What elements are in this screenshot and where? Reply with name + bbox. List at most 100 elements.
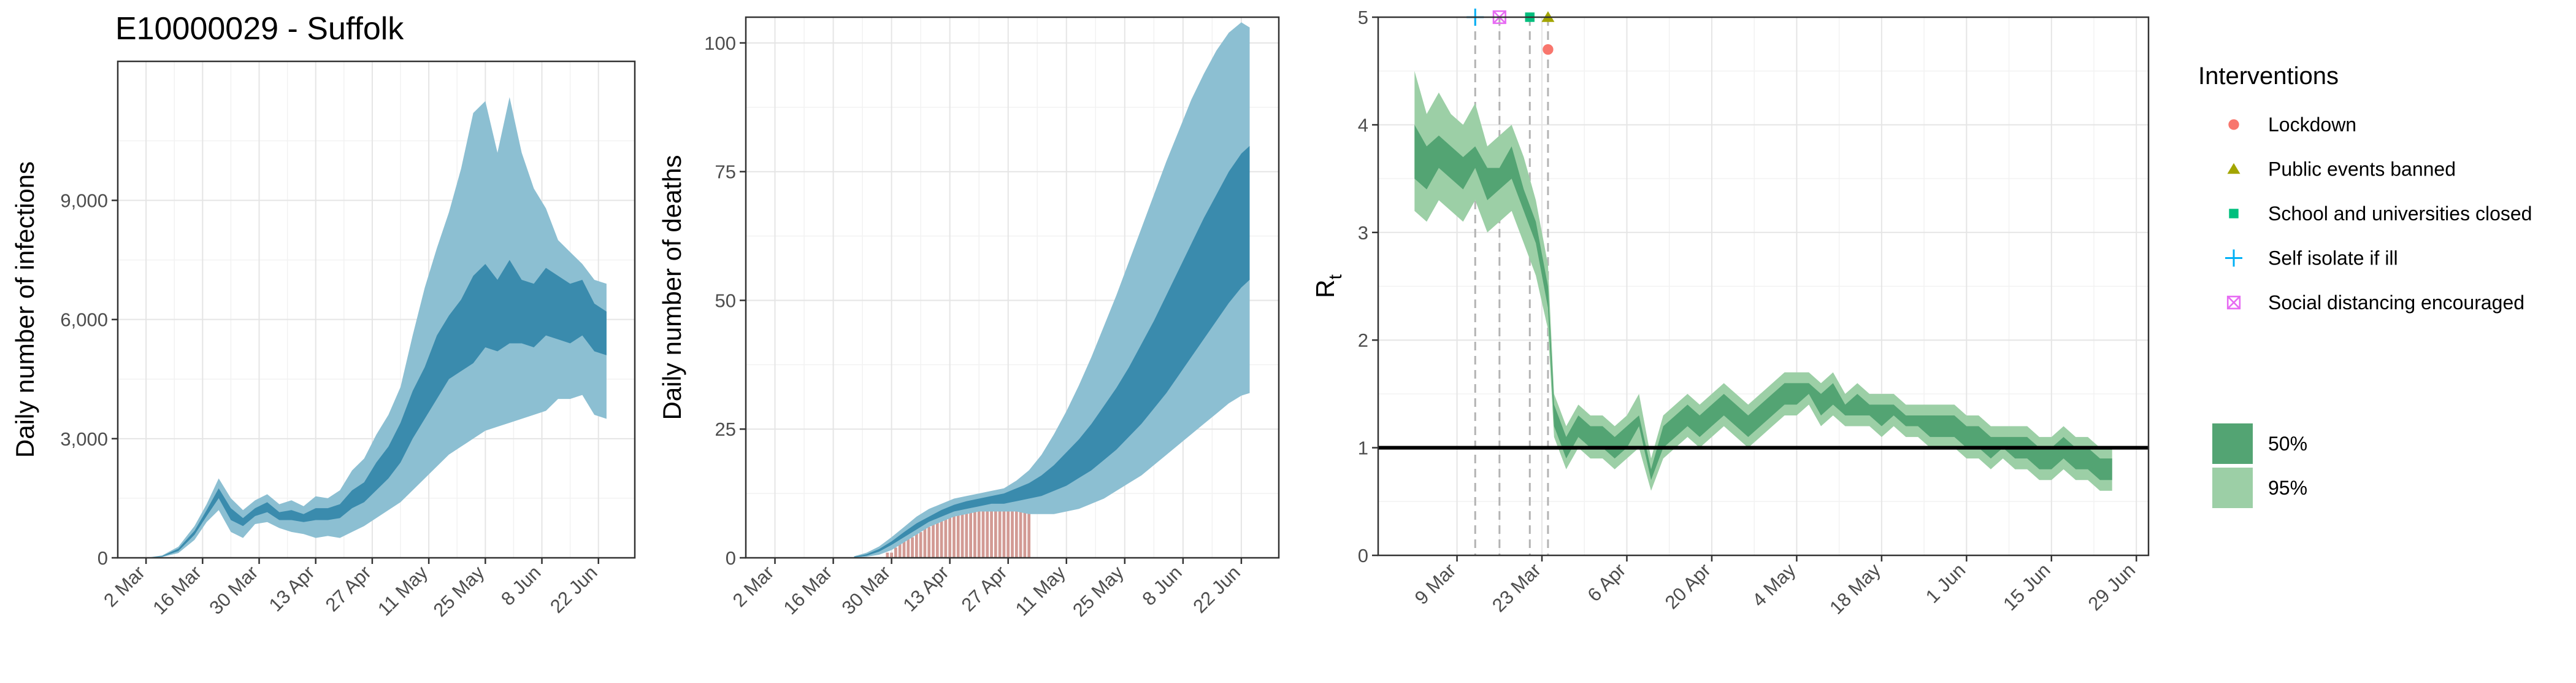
bar	[894, 547, 897, 558]
legend-key-triangle	[2227, 163, 2241, 174]
x-tick-label: 16 Mar	[780, 561, 837, 619]
bar	[907, 532, 910, 558]
legend: Interventions Lockdown Public events banne…	[2198, 63, 2532, 508]
deaths-panel: 0 25 50 75 100 2 Mar 16 Mar 30 Mar 13 Apr 27 Apr 1…	[657, 16, 1280, 621]
x-tick-label: 16 Mar	[148, 561, 205, 619]
bar	[1002, 506, 1006, 558]
legend-interval-label: 50%	[2268, 433, 2307, 455]
bar	[1023, 506, 1027, 558]
bar	[986, 511, 989, 558]
bar	[956, 511, 960, 558]
x-tick-label: 11 May	[1011, 561, 1070, 620]
bar	[898, 542, 902, 558]
y-tick-label: 9,000	[60, 190, 108, 212]
panel-border	[745, 16, 1280, 559]
x-tick-label: 30 Mar	[838, 561, 895, 619]
bar	[886, 552, 889, 558]
x-tick-label: 1 Jun	[1922, 559, 1969, 607]
x-tick-label: 25 May	[1068, 561, 1128, 621]
y-tick-label: 3	[1358, 222, 1368, 244]
bar	[977, 501, 981, 558]
x-tick-label: 29 Jun	[2084, 559, 2140, 615]
legend-item-label: School and universities closed	[2268, 203, 2532, 225]
bar	[969, 511, 972, 558]
y-axis-label-subscript: t	[1325, 274, 1346, 280]
bar	[935, 522, 939, 558]
legend-key-cross	[2225, 249, 2242, 267]
x-tick-label: 2 Mar	[729, 561, 778, 611]
x-tick-label: 23 Mar	[1488, 559, 1545, 616]
y-tick-label: 4	[1358, 114, 1368, 136]
bar	[911, 537, 914, 558]
x-tick-label: 15 Jun	[1999, 559, 2055, 615]
panel-border	[1377, 16, 2150, 557]
bar	[998, 511, 1002, 558]
x-tick-label: 27 Apr	[321, 561, 375, 615]
y-tick-label: 2	[1358, 330, 1368, 351]
y-axis-label-text: Daily number of infections	[10, 161, 39, 458]
x-tick-label: 8 Jun	[497, 561, 545, 609]
bar	[990, 501, 993, 558]
x-tick-label: 13 Apr	[265, 561, 319, 615]
y-tick-label: 25	[715, 419, 736, 440]
legend-interval-label: 95%	[2268, 477, 2307, 499]
band-50	[146, 260, 607, 558]
legend-title: Interventions	[2198, 63, 2339, 90]
x-tick-label: 22 Jun	[546, 561, 602, 617]
legend-key-square	[2229, 209, 2239, 218]
bar	[973, 506, 976, 558]
x-tick-label: 11 May	[374, 561, 432, 620]
bar	[953, 506, 956, 558]
bar	[1014, 511, 1018, 558]
x-tick-label: 13 Apr	[899, 561, 953, 615]
y-tick-label: 1	[1358, 438, 1368, 459]
y-tick-label: 0	[98, 547, 108, 569]
bar	[914, 527, 918, 558]
legend-item-label: Self isolate if ill	[2268, 247, 2398, 269]
bar	[960, 506, 964, 558]
bar	[923, 522, 927, 558]
bar	[932, 516, 935, 558]
y-tick-label: 100	[704, 33, 736, 54]
bar	[919, 532, 922, 558]
bar	[981, 506, 985, 558]
y-tick-label: 50	[715, 290, 736, 311]
x-tick-label: 27 Apr	[957, 561, 1011, 615]
rt-panel: 0 1 2 3 4 5 9 Mar 23 Mar 6 Apr 20 Apr 4 May 18 May 1…	[1311, 7, 2150, 619]
legend-key-boxx	[2226, 295, 2241, 310]
band-50	[854, 145, 1250, 558]
y-tick-label: 3,000	[60, 428, 108, 450]
legend-swatch-95pct	[2212, 468, 2253, 508]
bar	[1027, 506, 1031, 558]
band-50	[1414, 125, 2112, 480]
legend-swatch-50pct	[2212, 423, 2253, 464]
y-tick-label: 0	[726, 547, 736, 569]
y-axis-label-text: R	[1311, 280, 1340, 298]
legend-item-label: Social distancing encouraged	[2268, 291, 2524, 314]
y-axis-label: Daily number of deaths	[657, 155, 686, 420]
bar	[948, 511, 952, 558]
y-tick-label: 6,000	[60, 309, 108, 331]
panel-border	[117, 60, 636, 559]
bar	[940, 506, 943, 558]
y-tick-label: 5	[1358, 7, 1368, 28]
bar	[927, 527, 931, 558]
y-tick-label: 0	[1358, 545, 1368, 566]
x-tick-label: 2 Mar	[99, 561, 149, 611]
x-tick-label: 8 Jun	[1138, 561, 1186, 609]
bar	[965, 501, 968, 558]
bar	[994, 506, 997, 558]
x-tick-label: 22 Jun	[1189, 561, 1244, 617]
legend-key-circle	[2228, 119, 2239, 130]
bar	[902, 537, 906, 558]
bar	[890, 552, 893, 558]
band-95	[146, 97, 607, 558]
x-tick-label: 25 May	[429, 561, 489, 621]
y-axis-label-text: Daily number of deaths	[657, 155, 686, 420]
intervention-marker	[1543, 44, 1554, 55]
y-axis-label: Rt	[1311, 274, 1346, 298]
x-tick-label: 30 Mar	[205, 561, 262, 619]
legend-item-label: Public events banned	[2268, 158, 2456, 180]
legend-item-label: Lockdown	[2268, 114, 2356, 136]
